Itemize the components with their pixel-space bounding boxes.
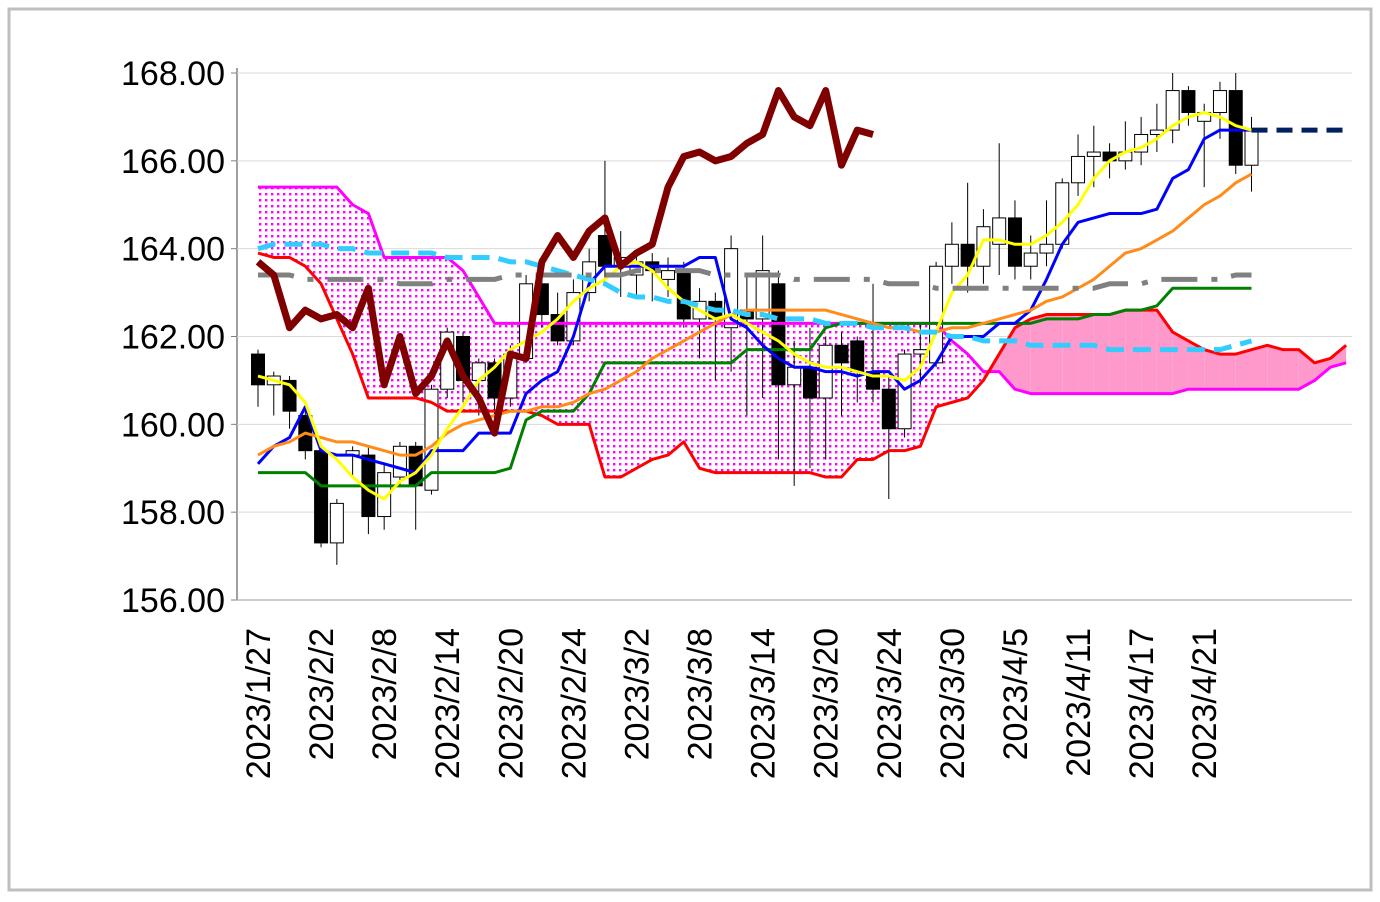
- candle-body: [392, 445, 407, 478]
- candle-body: [881, 388, 896, 430]
- line: [257, 111, 1252, 501]
- x-tick-label: 2023/3/30: [934, 628, 972, 779]
- cloud: [1046, 314, 1063, 394]
- x-tick-label: 2023/2/2: [303, 628, 341, 760]
- cloud: [1030, 314, 1047, 394]
- candle-body: [944, 243, 959, 267]
- cloud: [746, 323, 763, 473]
- y-tick-label: 160.00: [121, 406, 225, 444]
- candle-body: [1244, 129, 1259, 166]
- cloud: [604, 323, 621, 478]
- cloud: [321, 187, 337, 319]
- x-tick-label: 2023/4/21: [1186, 628, 1224, 779]
- cloud: [415, 257, 432, 403]
- y-tick-label: 156.00: [121, 582, 225, 620]
- line: [255, 87, 874, 437]
- cloud: [1251, 345, 1268, 390]
- cloud: [305, 187, 322, 284]
- cloud: [1298, 349, 1315, 390]
- y-tick-label: 158.00: [121, 494, 225, 532]
- x-tick-label: 2023/3/24: [871, 628, 909, 779]
- candle-body: [850, 340, 865, 373]
- candle-body: [913, 349, 928, 355]
- candle-body: [1212, 90, 1227, 114]
- y-tick-label: 162.00: [121, 319, 225, 357]
- cloud: [289, 187, 306, 267]
- cloud: [1204, 349, 1220, 390]
- candle-body: [251, 353, 265, 386]
- cloud: [668, 323, 684, 456]
- candle-body: [771, 283, 786, 386]
- candle-body: [787, 366, 802, 386]
- cloud: [951, 340, 968, 403]
- line: [257, 251, 1348, 479]
- cloud: [1219, 354, 1236, 390]
- x-tick-label: 2023/2/14: [429, 628, 467, 779]
- line: [257, 172, 1253, 457]
- candle-body: [329, 502, 344, 544]
- x-tick-label: 2023/2/20: [492, 628, 530, 779]
- x-tick-label: 2023/1/27: [240, 628, 278, 779]
- x-tick-label: 2023/2/8: [366, 628, 404, 760]
- cloud: [1267, 345, 1284, 390]
- cloud: [258, 187, 274, 258]
- cloud: [636, 323, 653, 469]
- candle-body: [1039, 243, 1054, 254]
- cloud: [541, 323, 558, 425]
- line: [258, 286, 1252, 488]
- candle-body: [1071, 155, 1086, 184]
- candle-body: [929, 265, 944, 364]
- candle-body: [755, 270, 770, 320]
- candle-body: [1023, 252, 1038, 267]
- cloud: [699, 323, 716, 473]
- x-tick-label: 2023/4/17: [1123, 628, 1161, 779]
- line: [257, 241, 1253, 353]
- cloud: [652, 323, 669, 460]
- candle-body: [834, 344, 849, 364]
- candle-body: [1055, 182, 1070, 245]
- candle-body: [960, 243, 975, 267]
- cloud: [1314, 358, 1331, 381]
- cloud: [1283, 349, 1299, 390]
- x-tick-label: 2023/3/2: [618, 628, 656, 760]
- candle-body: [976, 226, 991, 267]
- cloud: [1188, 340, 1205, 390]
- y-tick-label: 166.00: [121, 143, 225, 181]
- x-tick-label: 2023/4/5: [997, 628, 1035, 760]
- candle-body: [992, 217, 1007, 245]
- candle-body: [314, 450, 329, 544]
- cloud: [731, 323, 747, 473]
- x-tick-label: 2023/3/8: [682, 628, 720, 760]
- cloud: [620, 323, 637, 478]
- x-tick-label: 2023/3/14: [745, 628, 783, 779]
- candle-body: [1181, 90, 1196, 114]
- candle-body: [676, 270, 691, 320]
- candle-body: [661, 270, 676, 280]
- y-tick-label: 168.00: [121, 55, 225, 93]
- line: [258, 185, 1347, 396]
- x-tick-label: 2023/3/20: [808, 628, 846, 779]
- x-tick-label: 2023/4/11: [1060, 628, 1098, 777]
- cloud: [1014, 318, 1031, 394]
- x-tick-label: 2023/2/24: [555, 628, 593, 779]
- cloud: [1062, 314, 1079, 394]
- cloud: [1078, 314, 1094, 394]
- cloud: [967, 354, 984, 398]
- candle-body: [1086, 151, 1101, 157]
- cloud: [683, 323, 700, 469]
- cloud: [273, 187, 290, 258]
- line: [258, 268, 1252, 291]
- cloud: [336, 187, 353, 355]
- candle-body: [802, 366, 817, 399]
- cloud: [715, 323, 732, 473]
- cloud: [1172, 332, 1189, 394]
- cloud: [1093, 314, 1110, 394]
- cloud: [589, 323, 605, 478]
- cloud: [1235, 349, 1252, 390]
- candle-body: [897, 353, 912, 430]
- cloud: [1330, 345, 1347, 368]
- y-tick-label: 164.00: [121, 231, 225, 269]
- candle-body: [1165, 90, 1180, 131]
